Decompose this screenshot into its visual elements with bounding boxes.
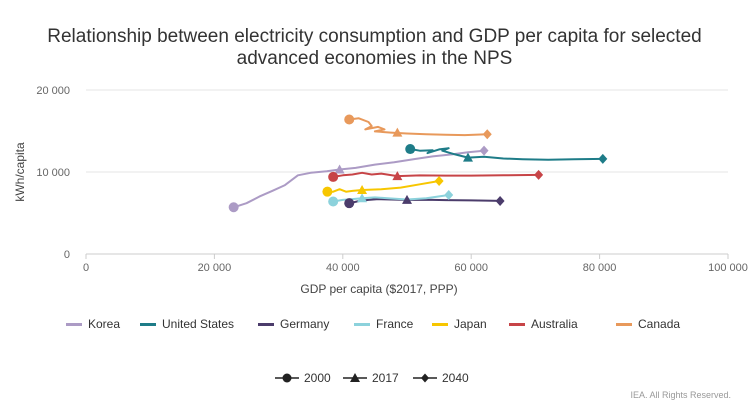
legend-swatch <box>354 322 370 326</box>
series-line-germany[interactable] <box>348 198 502 205</box>
legend-item-japan[interactable]: Japan <box>432 314 487 334</box>
legend-swatch <box>509 322 525 326</box>
legend-item-canada[interactable]: Canada <box>616 314 680 334</box>
marker-2040-japan[interactable] <box>434 176 444 187</box>
legend-swatch <box>140 322 156 326</box>
x-tick-label: 60 000 <box>454 262 488 274</box>
triangle-icon <box>343 373 367 382</box>
marker-2017-germany[interactable] <box>402 194 412 204</box>
series-line-japan[interactable] <box>326 180 441 193</box>
x-axis-label: GDP per capita ($2017, PPP) <box>300 282 457 296</box>
series-line-canada[interactable] <box>348 117 489 137</box>
legend-label: Japan <box>454 317 487 331</box>
x-tick-label: 40 000 <box>326 262 360 274</box>
circle-icon <box>275 373 299 383</box>
legend-label: United States <box>162 317 235 331</box>
marker-legend-item-2000[interactable]: 2000 <box>274 369 331 387</box>
legend-item-united-states[interactable]: United States <box>140 314 234 334</box>
marker-2040-united-states[interactable] <box>598 153 608 164</box>
legend-item-germany[interactable]: Germany <box>258 314 329 334</box>
legend-swatch <box>66 322 82 326</box>
marker-2017-france[interactable] <box>357 193 368 203</box>
series-markers <box>228 114 608 213</box>
legend-label: Korea <box>88 317 121 331</box>
axes: 0 10 000 20 000 0 20 000 40 000 60 000 80 000 10… <box>13 85 748 296</box>
marker-legend-label: 2040 <box>442 371 469 385</box>
marker-2017-canada[interactable] <box>392 127 403 137</box>
legend-item-korea[interactable]: Korea <box>66 314 120 334</box>
marker-2000-united-states[interactable] <box>405 144 416 155</box>
series-legend: Korea United States Germany France Japan Aust… <box>60 314 700 334</box>
marker-2040-germany[interactable] <box>495 195 505 206</box>
marker-2000-korea[interactable] <box>228 202 239 213</box>
marker-2040-france[interactable] <box>444 189 454 200</box>
marker-2040-australia[interactable] <box>534 169 544 180</box>
chart-title: Relationship between electricity consump… <box>20 26 729 70</box>
marker-legend-label: 2017 <box>372 371 399 385</box>
y-tick-label: 20 000 <box>36 85 70 97</box>
x-tick-label: 80 000 <box>583 262 617 274</box>
marker-2000-france[interactable] <box>328 196 339 207</box>
x-tick-label: 20 000 <box>198 262 232 274</box>
x-tick-label: 100 000 <box>708 262 748 274</box>
marker-2000-japan[interactable] <box>322 186 333 197</box>
legend-item-france[interactable]: France <box>354 314 413 334</box>
legend-label: Germany <box>280 317 330 331</box>
marker-2017-united-states[interactable] <box>462 152 473 162</box>
marker-2000-canada[interactable] <box>344 114 355 125</box>
y-tick-label: 10 000 <box>36 167 70 179</box>
gridlines <box>86 89 728 173</box>
marker-2000-australia[interactable] <box>328 171 339 182</box>
marker-legend-label: 2000 <box>304 371 331 385</box>
legend-label: Canada <box>638 317 681 331</box>
legend-label: France <box>376 317 414 331</box>
marker-2040-korea[interactable] <box>479 145 489 156</box>
legend-item-australia[interactable]: Australia <box>509 314 578 334</box>
legend-swatch <box>432 322 448 326</box>
legend-swatch <box>616 322 632 326</box>
y-tick-label: 0 <box>64 249 70 261</box>
x-tick-label: 0 <box>83 262 89 274</box>
credit-text: IEA. All Rights Reserved. <box>630 390 731 400</box>
series-line-australia[interactable] <box>332 171 540 178</box>
y-axis-label: kWh/capita <box>13 142 27 202</box>
legend-label: Australia <box>531 317 578 331</box>
marker-2017-japan[interactable] <box>357 185 368 195</box>
series-lines <box>232 117 604 209</box>
series-line-united-states[interactable] <box>409 147 604 161</box>
chart-title-line-2: advanced economies in the NPS <box>236 48 513 69</box>
marker-2017-korea[interactable] <box>334 164 345 174</box>
legend-swatch <box>258 322 274 326</box>
marker-legend-item-2017[interactable]: 2017 <box>342 369 399 387</box>
marker-2000-germany[interactable] <box>344 198 355 209</box>
marker-2040-canada[interactable] <box>482 129 492 140</box>
chart-title-line-1: Relationship between electricity consump… <box>47 26 702 47</box>
marker-legend-item-2040[interactable]: 2040 <box>412 369 469 387</box>
diamond-icon <box>413 373 437 383</box>
marker-2017-australia[interactable] <box>392 171 403 181</box>
